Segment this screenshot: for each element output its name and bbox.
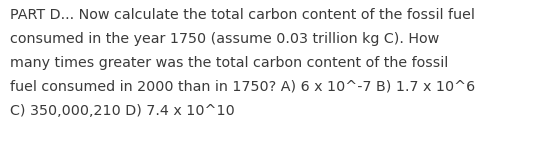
Text: C) 350,000,210 D) 7.4 x 10^10: C) 350,000,210 D) 7.4 x 10^10 <box>10 104 235 118</box>
Text: many times greater was the total carbon content of the fossil: many times greater was the total carbon … <box>10 56 448 70</box>
Text: PART D... Now calculate the total carbon content of the fossil fuel: PART D... Now calculate the total carbon… <box>10 8 475 22</box>
Text: consumed in the year 1750 (assume 0.03 trillion kg C). How: consumed in the year 1750 (assume 0.03 t… <box>10 32 439 46</box>
Text: fuel consumed in 2000 than in 1750? A) 6 x 10^-7 B) 1.7 x 10^6: fuel consumed in 2000 than in 1750? A) 6… <box>10 80 475 94</box>
